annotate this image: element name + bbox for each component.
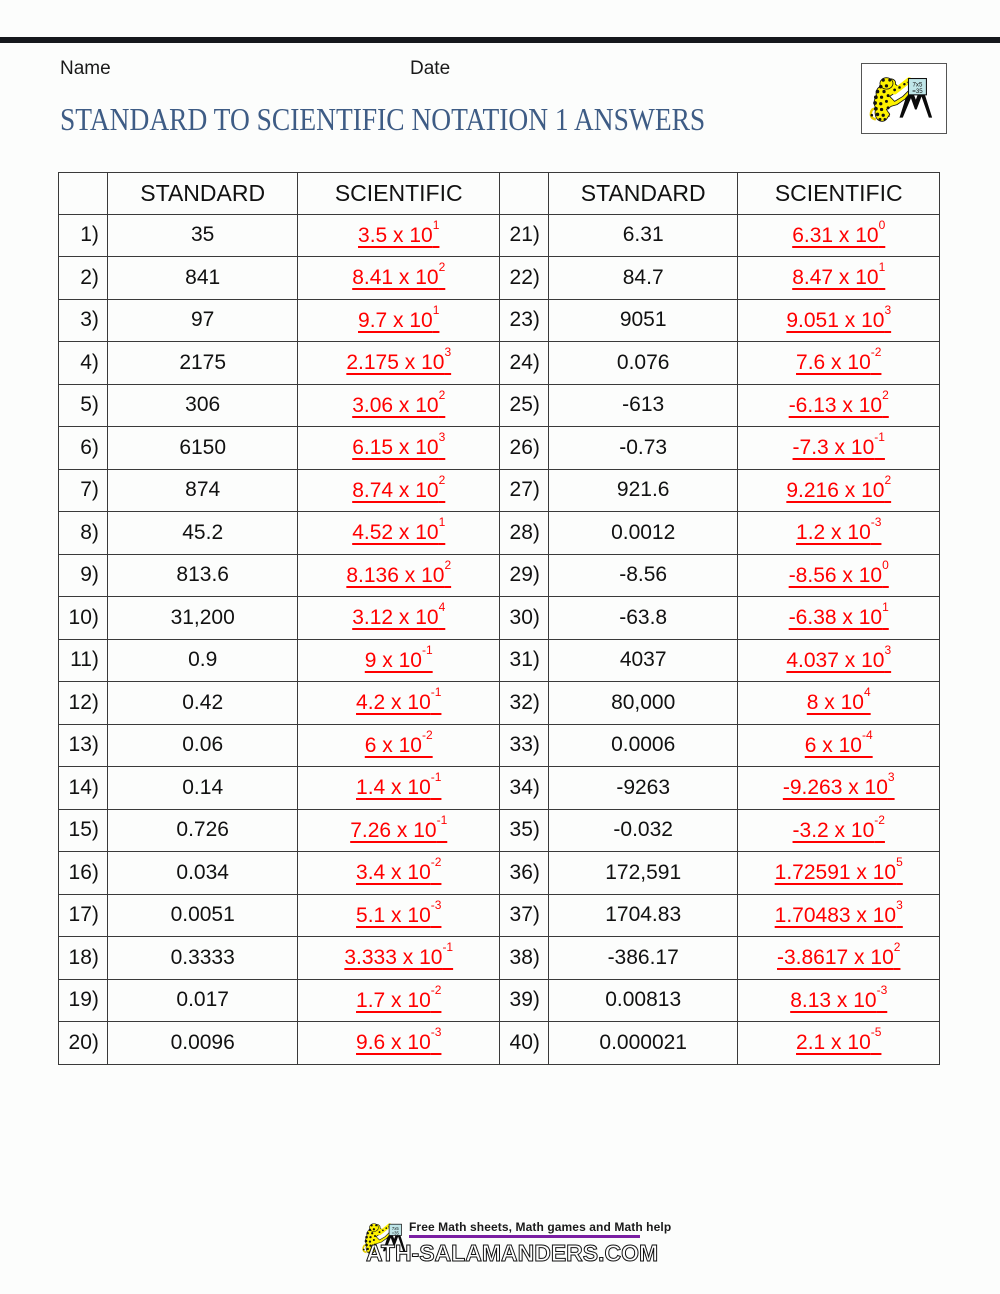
svg-text:=35: =35: [392, 1230, 400, 1235]
svg-text:=35: =35: [912, 88, 923, 95]
